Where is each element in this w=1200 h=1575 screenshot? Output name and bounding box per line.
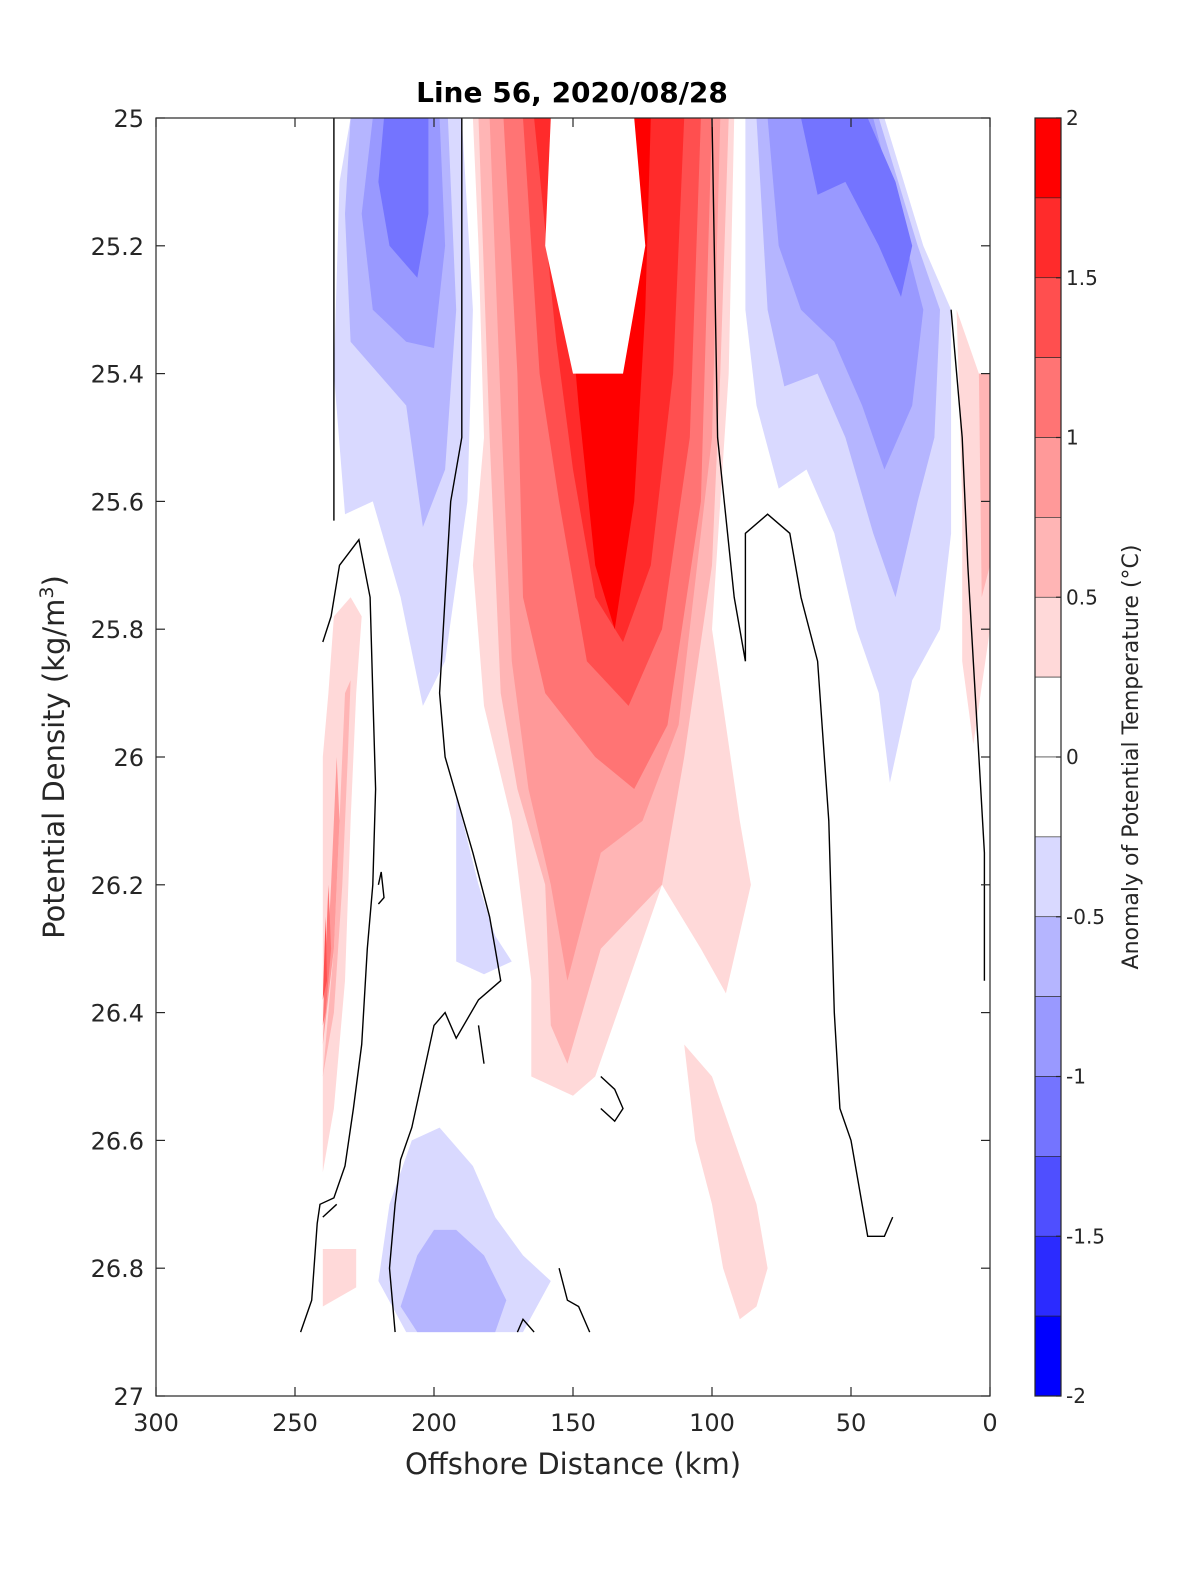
contour-line-4 bbox=[388, 118, 502, 1333]
contour-line-8 bbox=[600, 1075, 624, 1123]
contour-region-5 bbox=[322, 916, 327, 1000]
contour-region-27 bbox=[801, 118, 913, 297]
y-tick-label: 26.6 bbox=[91, 1127, 144, 1155]
colorbar-swatch-7 bbox=[1034, 676, 1062, 758]
colorbar-tick-label: 0.5 bbox=[1066, 585, 1098, 609]
colorbar-swatch-13 bbox=[1034, 1156, 1062, 1237]
contour-region-17 bbox=[978, 373, 990, 598]
colorbar-tick-label: -2 bbox=[1066, 1384, 1086, 1408]
contour-region-9 bbox=[378, 118, 429, 278]
colorbar-swatch-10 bbox=[1034, 916, 1062, 997]
colorbar-swatch-15 bbox=[1034, 1315, 1062, 1397]
y-tick-label: 25 bbox=[113, 105, 144, 133]
colorbar-swatch-2 bbox=[1034, 277, 1062, 358]
colorbar-swatch-4 bbox=[1034, 437, 1062, 518]
x-tick-label: 300 bbox=[133, 1409, 179, 1437]
colorbar-swatch-8 bbox=[1034, 756, 1062, 838]
y-tick-label: 25.2 bbox=[91, 233, 144, 261]
colorbar-swatch-0 bbox=[1034, 117, 1062, 199]
y-axis: 25 25.2 25.4 25.6 25.8 26 26.2 26.4 26.6 26.8 27 bbox=[91, 105, 990, 1411]
contour-region-14 bbox=[684, 1044, 768, 1320]
x-tick-label: 0 bbox=[982, 1409, 997, 1437]
colorbar-swatch-6 bbox=[1034, 596, 1062, 678]
colorbar-tick-label: -0.5 bbox=[1066, 905, 1105, 929]
contour-line-6 bbox=[711, 117, 894, 1238]
contour-lines bbox=[299, 117, 986, 1333]
y-tick-label: 25.6 bbox=[91, 488, 144, 516]
contour-region-12 bbox=[400, 1229, 507, 1333]
colorbar-tick-label: 1.5 bbox=[1066, 266, 1098, 290]
contour-line-2 bbox=[322, 1203, 338, 1218]
colorbar-swatch-11 bbox=[1034, 996, 1062, 1077]
x-tick-label: 200 bbox=[411, 1409, 457, 1437]
colorbar-label: Anomaly of Potential Temperature (°C) bbox=[1119, 545, 1144, 970]
y-axis-label-main: Potential Density (kg/m bbox=[37, 599, 71, 939]
contour-line-9 bbox=[558, 1268, 591, 1333]
x-tick-label: 50 bbox=[836, 1409, 867, 1437]
contour-line-7 bbox=[950, 309, 986, 981]
colorbar-swatch-14 bbox=[1034, 1235, 1062, 1317]
y-axis-label-end: ) bbox=[37, 575, 71, 586]
y-tick-label: 25.4 bbox=[91, 361, 144, 389]
contour-line-5 bbox=[477, 1025, 485, 1064]
colorbar-tick-label: -1 bbox=[1066, 1065, 1086, 1089]
x-tick-label: 250 bbox=[272, 1409, 318, 1437]
x-tick-label: 150 bbox=[550, 1409, 596, 1437]
y-axis-label-sup: 3 bbox=[36, 586, 58, 598]
colorbar: 2 1.5 1 0.5 0 -0.5 -1 -1.5 -2 bbox=[1034, 106, 1105, 1408]
colorbar-swatch-9 bbox=[1034, 836, 1062, 918]
x-axis-label: Offshore Distance (km) bbox=[405, 1447, 741, 1481]
y-tick-label: 26.8 bbox=[91, 1255, 144, 1283]
contour-region-0 bbox=[322, 1249, 357, 1307]
contour-line-10 bbox=[516, 1318, 535, 1333]
contour-line-1 bbox=[299, 538, 377, 1333]
colorbar-tick-label: -1.5 bbox=[1066, 1224, 1105, 1248]
x-axis: 300 250 200 150 100 50 0 bbox=[133, 118, 998, 1437]
chart-title: Line 56, 2020/08/28 bbox=[416, 76, 728, 109]
colorbar-swatch-3 bbox=[1034, 357, 1062, 438]
contour-fill-regions bbox=[322, 118, 990, 1333]
colorbar-tick-label: 1 bbox=[1066, 426, 1079, 450]
colorbar-tick-label: 2 bbox=[1066, 106, 1079, 130]
y-tick-label: 26 bbox=[113, 744, 144, 772]
colorbar-tick-label: 0 bbox=[1066, 745, 1079, 769]
y-axis-label: Potential Density (kg/m3) bbox=[36, 575, 71, 939]
colorbar-swatch-1 bbox=[1034, 197, 1062, 279]
y-tick-label: 27 bbox=[113, 1383, 144, 1411]
contour-region-23 bbox=[545, 118, 646, 374]
contour-region-10 bbox=[456, 795, 512, 975]
contour-region-2 bbox=[322, 680, 351, 1077]
x-tick-label: 100 bbox=[689, 1409, 735, 1437]
contour-line-3 bbox=[377, 871, 385, 905]
colorbar-swatch-5 bbox=[1034, 517, 1062, 598]
y-tick-label: 25.8 bbox=[91, 616, 144, 644]
y-tick-label: 26.2 bbox=[91, 872, 144, 900]
colorbar-swatch-12 bbox=[1034, 1076, 1062, 1157]
y-tick-label: 26.4 bbox=[91, 1000, 144, 1028]
